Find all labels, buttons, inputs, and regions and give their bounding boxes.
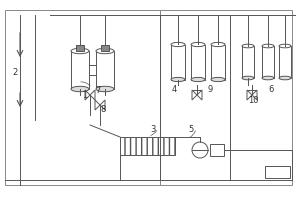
Bar xyxy=(120,137,175,155)
Bar xyxy=(262,46,274,78)
Ellipse shape xyxy=(262,44,274,48)
Polygon shape xyxy=(85,90,90,100)
Ellipse shape xyxy=(171,42,185,47)
Ellipse shape xyxy=(279,44,291,48)
Bar xyxy=(211,45,225,79)
Bar xyxy=(96,51,114,89)
Bar xyxy=(76,45,84,51)
Bar xyxy=(191,45,205,79)
Text: 2: 2 xyxy=(12,68,17,77)
Bar xyxy=(101,45,109,51)
Text: 5: 5 xyxy=(188,125,193,134)
Polygon shape xyxy=(95,100,100,110)
Ellipse shape xyxy=(191,77,205,82)
Bar xyxy=(171,45,185,79)
Text: 3: 3 xyxy=(150,125,155,134)
Text: 1: 1 xyxy=(82,91,87,100)
Text: 10: 10 xyxy=(248,96,259,105)
Ellipse shape xyxy=(171,77,185,82)
Ellipse shape xyxy=(242,76,254,80)
Ellipse shape xyxy=(262,76,274,80)
Ellipse shape xyxy=(71,86,89,92)
Text: 8: 8 xyxy=(100,105,105,114)
Ellipse shape xyxy=(242,44,254,48)
Bar xyxy=(265,166,290,178)
Ellipse shape xyxy=(96,86,114,92)
Bar xyxy=(242,46,254,78)
Ellipse shape xyxy=(96,48,114,54)
Bar xyxy=(5,10,160,185)
Bar xyxy=(279,46,291,78)
Text: 7: 7 xyxy=(95,86,100,95)
Ellipse shape xyxy=(211,42,225,47)
Polygon shape xyxy=(100,100,105,110)
Text: 9: 9 xyxy=(207,85,212,94)
Circle shape xyxy=(192,142,208,158)
Bar xyxy=(210,144,224,156)
Polygon shape xyxy=(197,90,202,100)
Polygon shape xyxy=(192,90,197,100)
Polygon shape xyxy=(252,90,257,100)
Bar xyxy=(160,10,292,185)
Text: 6: 6 xyxy=(268,85,273,94)
Polygon shape xyxy=(90,90,95,100)
Ellipse shape xyxy=(279,76,291,80)
Polygon shape xyxy=(247,90,252,100)
Bar xyxy=(71,51,89,89)
Ellipse shape xyxy=(71,48,89,54)
Ellipse shape xyxy=(191,42,205,47)
Text: 4: 4 xyxy=(172,85,177,94)
Ellipse shape xyxy=(211,77,225,82)
